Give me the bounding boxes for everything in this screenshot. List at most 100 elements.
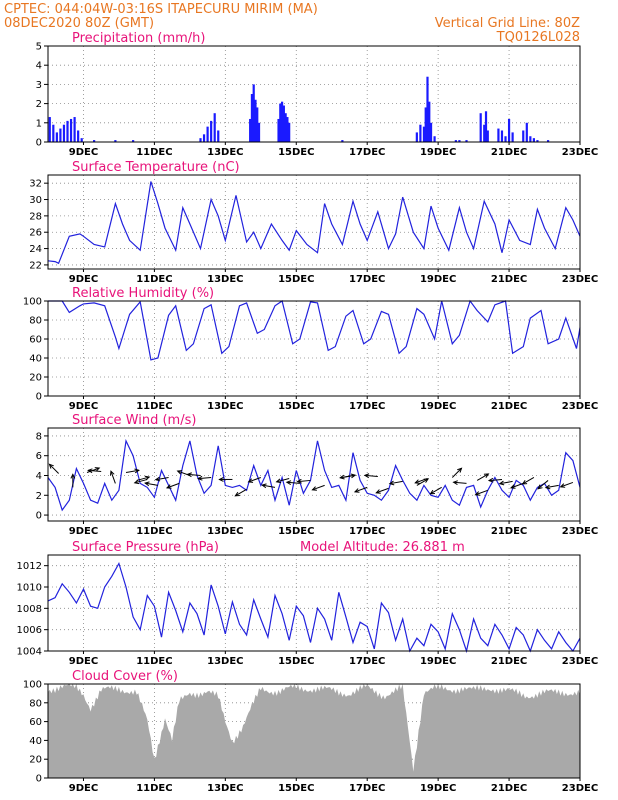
panel-pressure: 1004 1006 1008 1010 1012 9DEC 11DEC 13DEC 15DEC 1… bbox=[17, 540, 599, 667]
wind-arrow bbox=[363, 473, 378, 479]
wind-arrow-head bbox=[275, 478, 282, 484]
y-tick-label: 0 bbox=[36, 392, 42, 403]
y-tick-label: 80 bbox=[29, 698, 42, 709]
wind-arrow-head bbox=[353, 488, 360, 493]
precip-bar bbox=[73, 117, 76, 142]
wind-arrow-head bbox=[350, 473, 357, 479]
wind-arrow bbox=[186, 472, 201, 478]
panel-frame bbox=[47, 427, 581, 522]
y-tick-label: 32 bbox=[29, 179, 42, 190]
wind-arrow-shaft bbox=[86, 467, 100, 473]
x-tick-label: 11DEC bbox=[136, 656, 172, 667]
y-tick-label: 1008 bbox=[17, 604, 42, 615]
precip-bar bbox=[504, 136, 507, 142]
precip-bar bbox=[254, 99, 257, 142]
precip-bar bbox=[529, 136, 532, 142]
wind-arrow-shaft bbox=[453, 481, 467, 484]
x-tick-label: 15DEC bbox=[278, 526, 314, 537]
wind-arrow-head bbox=[87, 468, 93, 474]
cloud-cover-area bbox=[48, 684, 580, 778]
wind-arrow-shaft bbox=[389, 480, 403, 485]
precip-bar bbox=[511, 132, 514, 142]
panel-frame bbox=[47, 683, 581, 779]
x-tick-label: 9DEC bbox=[69, 656, 98, 667]
y-tick-label: 28 bbox=[29, 211, 42, 222]
x-tick-label: 17DEC bbox=[349, 401, 385, 412]
x-tick-label: 21DEC bbox=[491, 147, 527, 158]
wind-arrow bbox=[48, 463, 59, 474]
precip-bar bbox=[422, 126, 426, 142]
wind-arrow-shaft bbox=[248, 476, 261, 483]
precip-bar bbox=[536, 140, 539, 142]
x-tick-label: 13DEC bbox=[207, 526, 243, 537]
wind-arrow-head bbox=[296, 478, 302, 484]
wind-arrow-shaft bbox=[166, 482, 180, 489]
wind-arrow bbox=[474, 489, 488, 496]
wind-arrow-shaft bbox=[451, 467, 462, 478]
precip-bar bbox=[52, 124, 55, 142]
wind-arrow bbox=[487, 477, 503, 483]
x-tick-label: 23DEC bbox=[562, 401, 598, 412]
wind-arrow-head bbox=[452, 480, 458, 486]
series-line-temperature bbox=[47, 181, 581, 265]
wind-arrow bbox=[109, 470, 116, 484]
y-tick-label: 2 bbox=[36, 99, 42, 110]
panel-frame bbox=[47, 45, 581, 143]
wind-arrow-shaft bbox=[235, 488, 247, 497]
x-tick-label: 9DEC bbox=[69, 526, 98, 537]
wind-arrow-shaft bbox=[145, 482, 159, 486]
precip-bar bbox=[546, 140, 550, 142]
wind-arrow-head bbox=[144, 481, 150, 487]
panel-precipitation: 0 1 2 3 4 5 9DEC 11DEC 13DEC 15DEC 17DEC 19DEC 21DEC… bbox=[36, 31, 599, 158]
panel-temperature: 22 24 26 28 30 32 9DEC 11DEC 13DEC 15DEC 17DEC 19DE… bbox=[29, 160, 598, 285]
wind-arrow-shaft bbox=[537, 480, 549, 490]
wind-arrow bbox=[70, 473, 76, 488]
panel-title: Precipitation (mm/h) bbox=[72, 31, 205, 46]
precip-bar bbox=[77, 130, 80, 142]
wind-arrow-shaft bbox=[376, 487, 389, 494]
wind-arrow bbox=[218, 477, 233, 482]
precip-bar bbox=[522, 130, 525, 142]
precip-bar bbox=[458, 140, 461, 142]
y-tick-label: 8 bbox=[36, 431, 42, 442]
precip-bar bbox=[507, 118, 511, 142]
precip-bar bbox=[217, 130, 220, 142]
wind-arrow bbox=[375, 487, 389, 494]
x-tick-label: 9DEC bbox=[69, 147, 98, 158]
wind-arrow-shaft bbox=[354, 486, 368, 493]
precip-bar bbox=[429, 122, 433, 142]
wind-arrow-head bbox=[94, 467, 101, 472]
precip-bar bbox=[279, 103, 282, 142]
x-tick-label: 23DEC bbox=[562, 656, 598, 667]
y-tick-label: 24 bbox=[29, 244, 42, 255]
wind-arrow-shaft bbox=[198, 476, 212, 480]
wind-arrow-shaft bbox=[522, 477, 535, 485]
wind-arrow bbox=[154, 476, 169, 482]
wind-arrow-head bbox=[261, 483, 267, 489]
wind-arrow-head bbox=[537, 484, 543, 490]
x-tick-label: 23DEC bbox=[562, 274, 598, 285]
wind-arrow-shaft bbox=[475, 489, 488, 496]
wind-arrow bbox=[165, 482, 180, 489]
wind-arrow-head bbox=[165, 484, 172, 489]
y-tick-label: 3 bbox=[36, 80, 42, 91]
precip-bar bbox=[69, 118, 73, 142]
precip-bar bbox=[424, 107, 427, 142]
precip-bar bbox=[286, 117, 289, 142]
precip-bar bbox=[277, 118, 280, 142]
precip-bar bbox=[257, 122, 261, 142]
precip-bar bbox=[132, 140, 135, 142]
wind-arrow bbox=[125, 468, 140, 474]
wind-arrow-head bbox=[234, 491, 240, 497]
wind-arrow-shaft bbox=[560, 481, 574, 488]
panel-humidity: 0 20 40 60 80 100 9DEC 11DEC 13DEC 15DEC 17DEC 19DE… bbox=[23, 286, 598, 412]
panel-title: Surface Temperature (nC) bbox=[72, 160, 240, 175]
precip-bar bbox=[532, 138, 535, 142]
wind-arrow-head bbox=[414, 479, 420, 484]
precip-bar bbox=[55, 132, 58, 142]
wind-arrow bbox=[285, 480, 300, 486]
precip-bar bbox=[497, 128, 500, 142]
wind-arrow-head bbox=[388, 480, 395, 486]
precip-bar bbox=[206, 126, 209, 142]
x-tick-label: 13DEC bbox=[207, 401, 243, 412]
